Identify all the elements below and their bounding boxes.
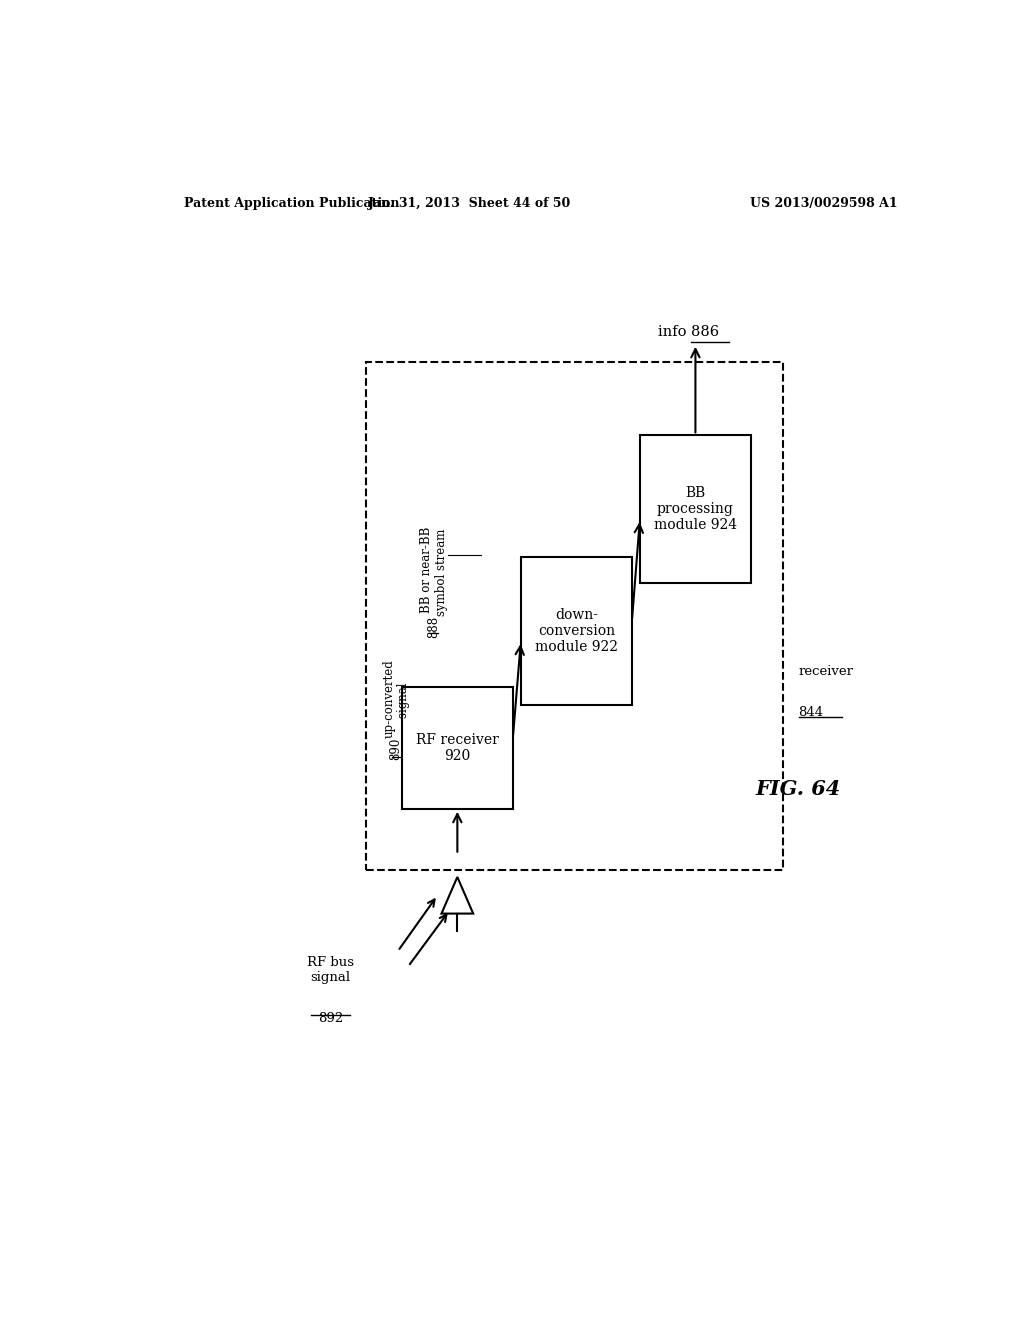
FancyBboxPatch shape — [521, 557, 632, 705]
Text: Jan. 31, 2013  Sheet 44 of 50: Jan. 31, 2013 Sheet 44 of 50 — [368, 197, 570, 210]
Text: down-
conversion
module 922: down- conversion module 922 — [535, 607, 617, 655]
Text: receiver: receiver — [799, 665, 854, 678]
Text: BB
processing
module 924: BB processing module 924 — [654, 486, 737, 532]
Text: 890: 890 — [390, 738, 402, 760]
Text: Patent Application Publication: Patent Application Publication — [183, 197, 399, 210]
Text: 844: 844 — [799, 706, 823, 719]
Text: FIG. 64: FIG. 64 — [756, 779, 842, 799]
Text: 892: 892 — [317, 1012, 343, 1026]
Text: 888: 888 — [427, 615, 440, 638]
Text: US 2013/0029598 A1: US 2013/0029598 A1 — [751, 197, 898, 210]
Text: RF bus
signal: RF bus signal — [307, 956, 354, 985]
FancyBboxPatch shape — [401, 686, 513, 809]
FancyBboxPatch shape — [640, 436, 751, 582]
Text: up-converted
signal: up-converted signal — [382, 659, 411, 738]
Text: RF receiver
920: RF receiver 920 — [416, 733, 499, 763]
Text: 886: 886 — [691, 325, 720, 339]
Text: info: info — [658, 325, 691, 339]
Text: BB or near-BB
symbol stream: BB or near-BB symbol stream — [420, 524, 447, 615]
